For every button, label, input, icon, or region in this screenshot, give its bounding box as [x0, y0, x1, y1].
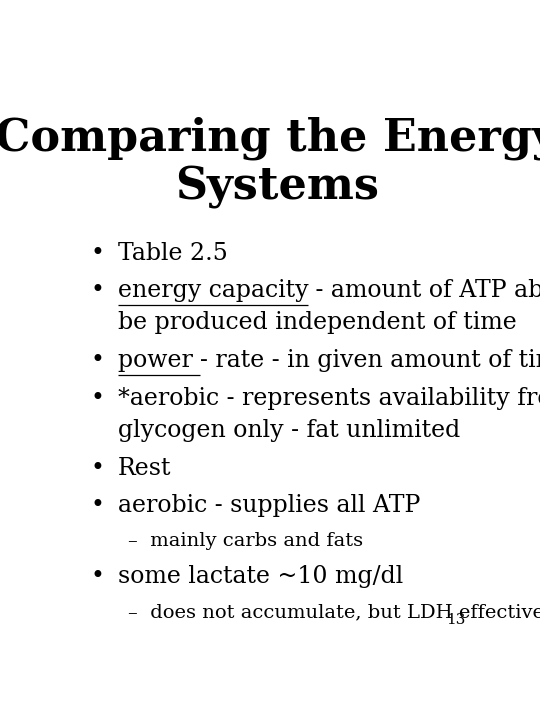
Text: •: • — [91, 495, 104, 518]
Text: •: • — [91, 279, 104, 302]
Text: Table 2.5: Table 2.5 — [118, 242, 227, 265]
Text: •: • — [91, 242, 104, 265]
Text: 13: 13 — [446, 613, 465, 627]
Text: •: • — [91, 387, 104, 410]
Text: •: • — [91, 565, 104, 588]
Text: - amount of ATP able to: - amount of ATP able to — [308, 279, 540, 302]
Text: aerobic - supplies all ATP: aerobic - supplies all ATP — [118, 495, 420, 518]
Text: Rest: Rest — [118, 456, 171, 480]
Text: be produced independent of time: be produced independent of time — [118, 312, 516, 335]
Text: glycogen only - fat unlimited: glycogen only - fat unlimited — [118, 419, 460, 442]
Text: •: • — [91, 349, 104, 372]
Text: •: • — [91, 456, 104, 480]
Text: *aerobic - represents availability from: *aerobic - represents availability from — [118, 387, 540, 410]
Text: –  mainly carbs and fats: – mainly carbs and fats — [128, 532, 363, 550]
Text: some lactate ~10 mg/dl: some lactate ~10 mg/dl — [118, 565, 403, 588]
Text: - rate - in given amount of time: - rate - in given amount of time — [200, 349, 540, 372]
Text: power: power — [118, 349, 200, 372]
Text: energy capacity: energy capacity — [118, 279, 308, 302]
Text: Comparing the Energy
Systems: Comparing the Energy Systems — [0, 117, 540, 209]
Text: –  does not accumulate, but LDH effective: – does not accumulate, but LDH effective — [128, 603, 540, 621]
